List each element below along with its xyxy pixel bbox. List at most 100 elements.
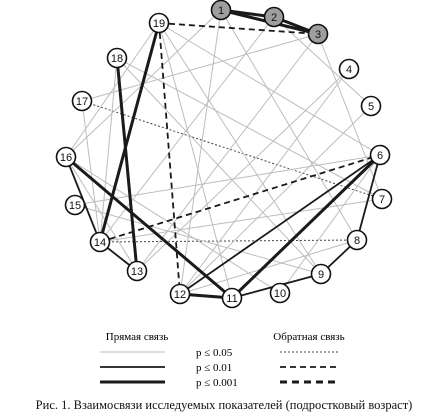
node-label: 18 xyxy=(111,53,123,65)
edge-12-5 xyxy=(179,105,372,295)
legend-level-p0001: p ≤ 0.001 xyxy=(196,377,238,389)
node-label: 10 xyxy=(274,288,286,300)
node-19: 19 xyxy=(148,12,170,34)
edge-19-9 xyxy=(158,22,322,275)
edge-3-13 xyxy=(136,33,319,272)
edge-18-7 xyxy=(116,57,383,200)
edge-19-6 xyxy=(158,22,381,156)
node-circle xyxy=(369,144,391,166)
node-3: 3 xyxy=(307,23,329,45)
node-label: 15 xyxy=(69,200,81,212)
node-4: 4 xyxy=(338,58,360,80)
node-label: 3 xyxy=(315,29,321,41)
node-label: 17 xyxy=(76,96,88,108)
edges-layer xyxy=(65,8,383,300)
node-circle xyxy=(221,287,243,309)
node-label: 2 xyxy=(271,12,277,24)
node-13: 13 xyxy=(126,260,148,282)
node-label: 6 xyxy=(377,150,383,162)
node-label: 12 xyxy=(174,289,186,301)
edge-19-11 xyxy=(158,22,233,299)
edge-15-6 xyxy=(74,154,381,206)
edge-18-9 xyxy=(116,57,322,275)
node-label: 11 xyxy=(226,293,237,305)
edge-14-6 xyxy=(99,154,381,243)
legend-direct-title: Прямая связь xyxy=(106,331,168,343)
node-circle xyxy=(148,12,170,34)
node-label: 13 xyxy=(131,266,143,278)
node-circle xyxy=(269,282,291,304)
edge-14-8 xyxy=(99,239,358,243)
node-circle xyxy=(89,231,111,253)
node-label: 8 xyxy=(354,235,360,247)
node-label: 14 xyxy=(94,237,106,249)
node-label: 9 xyxy=(318,269,324,281)
edge-17-7 xyxy=(81,100,383,200)
node-9: 9 xyxy=(310,263,332,285)
node-8: 8 xyxy=(346,229,368,251)
node-5: 5 xyxy=(360,95,382,117)
edge-12-8 xyxy=(179,239,358,295)
node-circle xyxy=(106,47,128,69)
node-circle xyxy=(346,229,368,251)
edge-15-9 xyxy=(74,204,322,275)
edge-1-8 xyxy=(220,9,358,241)
edge-14-7 xyxy=(99,198,383,243)
edge-18-13 xyxy=(115,57,139,272)
node-18: 18 xyxy=(106,47,128,69)
node-label: 19 xyxy=(153,18,165,30)
node-label: 5 xyxy=(368,101,374,113)
edge-11-6 xyxy=(230,153,382,300)
node-circle xyxy=(338,58,360,80)
edge-19-3 xyxy=(158,22,319,35)
node-circle xyxy=(126,260,148,282)
node-label: 1 xyxy=(218,5,224,17)
edge-16-11 xyxy=(65,155,233,300)
edge-16-13 xyxy=(65,156,138,272)
edge-4-12 xyxy=(179,68,350,295)
figure-caption: Рис. 1. Взаимосвязи исследуемых показате… xyxy=(35,398,413,412)
edge-1-12 xyxy=(179,9,222,295)
edge-18-14 xyxy=(99,57,118,243)
node-circle xyxy=(360,95,382,117)
legend-level-p001: p ≤ 0.01 xyxy=(196,362,232,374)
node-label: 7 xyxy=(379,194,385,206)
node-7: 7 xyxy=(371,188,393,210)
node-16: 16 xyxy=(55,146,77,168)
edge-8-6 xyxy=(356,154,381,241)
node-circle xyxy=(310,263,332,285)
edge-10-6 xyxy=(279,154,381,294)
edge-19-14 xyxy=(98,22,161,243)
node-15: 15 xyxy=(64,194,86,216)
node-12: 12 xyxy=(169,283,191,305)
node-circle xyxy=(307,23,329,45)
node-circle xyxy=(210,0,232,21)
node-circle xyxy=(263,6,285,28)
edge-16-10 xyxy=(65,156,281,294)
edge-3-7 xyxy=(317,33,383,200)
node-circle xyxy=(371,188,393,210)
edge-17-14 xyxy=(81,100,101,243)
node-10: 10 xyxy=(269,282,291,304)
node-17: 17 xyxy=(71,90,93,112)
node-circle xyxy=(55,146,77,168)
node-label: 16 xyxy=(60,152,72,164)
legend: Прямая связь Обратная связь p ≤ 0.05 p ≤… xyxy=(100,331,345,389)
legend-inverse-title: Обратная связь xyxy=(273,331,344,343)
node-label: 4 xyxy=(346,64,352,76)
edge-12-6 xyxy=(179,154,381,295)
node-1: 1 xyxy=(210,0,232,21)
node-2: 2 xyxy=(263,6,285,28)
node-11: 11 xyxy=(221,287,243,309)
edge-13-4 xyxy=(136,68,350,272)
legend-level-p005: p ≤ 0.05 xyxy=(196,347,233,359)
node-circle xyxy=(169,283,191,305)
edge-16-19 xyxy=(65,22,160,158)
edge-19-12 xyxy=(158,22,181,295)
node-6: 6 xyxy=(369,144,391,166)
node-circle xyxy=(71,90,93,112)
node-14: 14 xyxy=(89,231,111,253)
node-circle xyxy=(64,194,86,216)
